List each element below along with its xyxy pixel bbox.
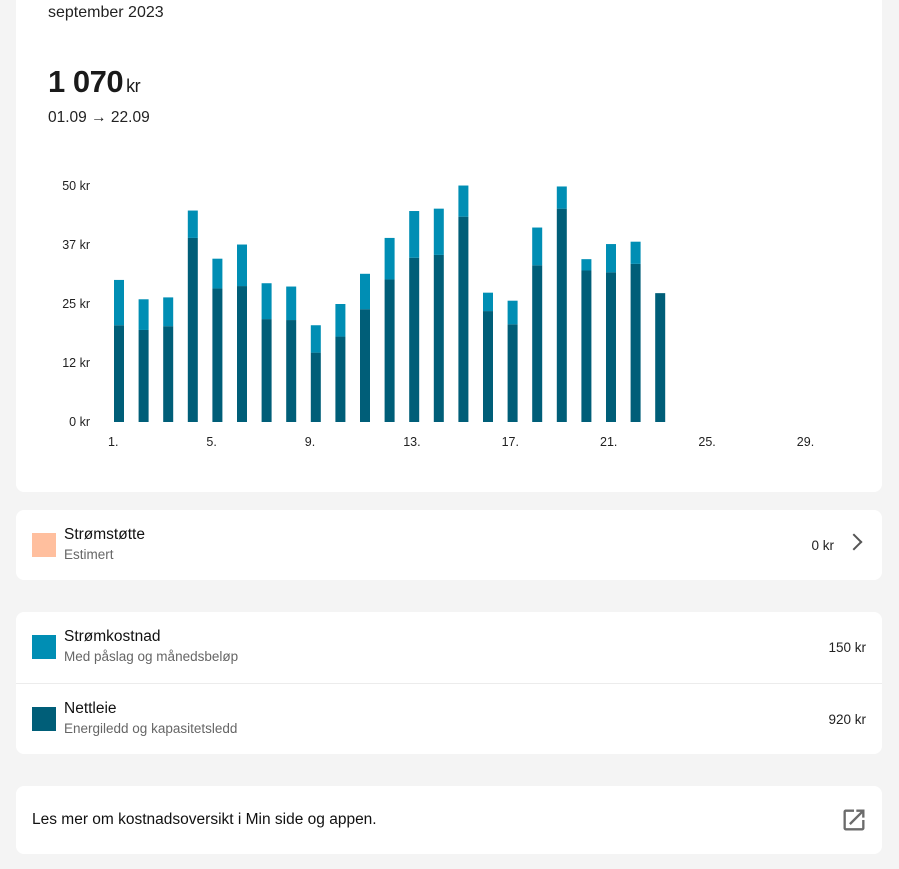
cost-subtitle: Energiledd og kapasitetsledd <box>64 721 238 736</box>
bar-segment[interactable] <box>581 259 592 271</box>
bar-segment[interactable] <box>187 210 198 238</box>
summary-card: september 2023 1 070 kr 01.09 → 22.09 0 k… <box>16 0 882 492</box>
bar-segment[interactable] <box>212 258 223 289</box>
bar-segment[interactable] <box>409 211 420 258</box>
bar-segment[interactable] <box>138 329 149 422</box>
cost-row-nettleie: Nettleie Energiledd og kapasitetsledd 92… <box>16 684 882 754</box>
bar-segment[interactable] <box>335 304 346 337</box>
support-subtitle: Estimert <box>64 547 114 562</box>
y-tick-label: 12 kr <box>62 356 90 370</box>
bar-segment[interactable] <box>458 185 469 217</box>
bar-segment[interactable] <box>187 237 198 422</box>
bar-segment[interactable] <box>360 309 370 422</box>
stromkostnad-color-swatch <box>32 635 56 659</box>
support-color-swatch <box>32 533 56 557</box>
cost-subtitle: Med påslag og månedsbeløp <box>64 649 239 664</box>
cost-row-stromkostnad: Strømkostnad Med påslag og månedsbeløp 1… <box>16 612 882 682</box>
bar-segment[interactable] <box>606 244 616 273</box>
bar-segment[interactable] <box>433 254 444 422</box>
period-range: 01.09 → 22.09 <box>48 109 150 126</box>
costs-card: Strømkostnad Med påslag og månedsbeløp 1… <box>16 612 882 754</box>
bar-segment[interactable] <box>286 286 297 321</box>
info-link-card[interactable]: Les mer om kostnadsoversikt i Min side o… <box>16 786 882 854</box>
bar-segment[interactable] <box>286 320 297 422</box>
bar-segment[interactable] <box>655 293 666 422</box>
bar-segment[interactable] <box>433 208 444 255</box>
bar-segment[interactable] <box>114 325 124 422</box>
month-label: september 2023 <box>48 4 164 21</box>
bar-segment[interactable] <box>507 300 518 325</box>
x-tick-label: 17. <box>502 435 519 449</box>
bar-segment[interactable] <box>310 352 321 422</box>
bar-segment[interactable] <box>507 324 518 422</box>
total-value: 1 070 <box>48 64 124 99</box>
x-tick-label: 25. <box>698 435 715 449</box>
cost-value: 150 kr <box>828 640 866 655</box>
y-tick-label: 50 kr <box>62 179 90 193</box>
bar-segment[interactable] <box>409 257 420 422</box>
y-tick-label: 0 kr <box>69 415 90 429</box>
x-tick-label: 13. <box>403 435 420 449</box>
info-link-text[interactable]: Les mer om kostnadsoversikt i Min side o… <box>32 811 377 828</box>
row-divider <box>16 683 882 684</box>
cost-value: 920 kr <box>828 712 866 727</box>
bar-segment[interactable] <box>261 319 272 422</box>
bar-segment[interactable] <box>163 297 174 327</box>
x-tick-label: 1. <box>108 435 118 449</box>
bar-segment[interactable] <box>310 325 321 353</box>
bar-segment[interactable] <box>606 272 616 422</box>
bar-segment[interactable] <box>360 273 370 310</box>
y-tick-label: 37 kr <box>62 238 90 252</box>
bar-segment[interactable] <box>212 288 223 422</box>
bar-segment[interactable] <box>138 299 149 330</box>
bar-segment[interactable] <box>261 283 272 320</box>
nettleie-color-swatch <box>32 707 56 731</box>
cost-title: Strømkostnad <box>64 628 161 645</box>
bar-segment[interactable] <box>237 286 247 422</box>
x-tick-label: 9. <box>305 435 315 449</box>
bar-segment[interactable] <box>237 244 247 287</box>
bar-segment[interactable] <box>532 265 543 422</box>
chevron-right-icon[interactable] <box>845 533 863 551</box>
cost-bar-chart: 0 kr 12 kr 25 kr 37 kr 50 kr 1. 5. 9. 13. 17. 21. 2… <box>62 179 814 449</box>
bar-segment[interactable] <box>630 241 641 264</box>
bar-segment[interactable] <box>114 279 124 326</box>
x-tick-label: 29. <box>797 435 814 449</box>
support-card[interactable]: Strømstøtte Estimert 0 kr <box>16 510 882 580</box>
x-tick-label: 21. <box>600 435 617 449</box>
y-tick-label: 25 kr <box>62 297 90 311</box>
bar-segment[interactable] <box>483 311 493 422</box>
cost-title: Nettleie <box>64 700 117 717</box>
bar-segment[interactable] <box>532 227 543 266</box>
bar-segment[interactable] <box>384 279 395 422</box>
support-value: 0 kr <box>811 538 834 553</box>
support-title: Strømstøtte <box>64 526 145 543</box>
bar-segment[interactable] <box>483 292 493 312</box>
total-unit: kr <box>126 76 141 96</box>
bar-segment[interactable] <box>163 326 174 422</box>
bar-segment[interactable] <box>384 237 395 280</box>
bar-segment[interactable] <box>630 263 641 422</box>
x-tick-label: 5. <box>206 435 216 449</box>
bar-segment[interactable] <box>556 186 567 209</box>
bar-segment[interactable] <box>458 216 469 422</box>
bar-segment[interactable] <box>556 208 567 422</box>
bar-segment[interactable] <box>335 336 346 422</box>
external-link-icon[interactable] <box>840 806 868 834</box>
bar-segment[interactable] <box>581 270 592 422</box>
total-amount: 1 070 kr <box>48 64 141 100</box>
